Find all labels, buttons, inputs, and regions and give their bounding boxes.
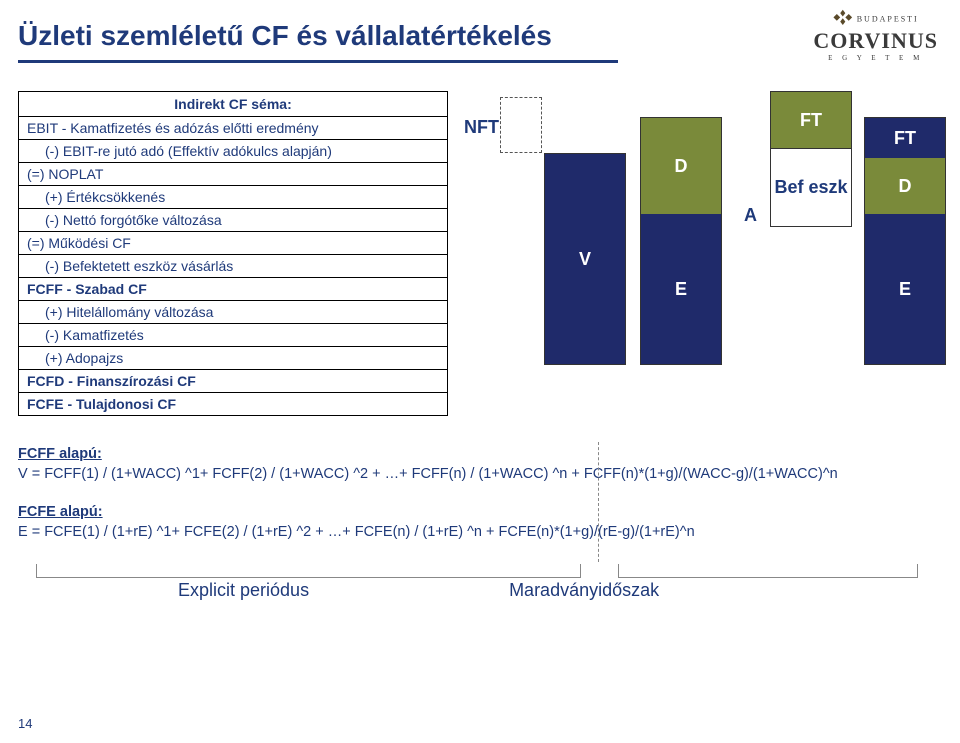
formulas: FCFF alapú: V = FCFF(1) / (1+WACC) ^1+ F…	[18, 446, 942, 601]
table-row: (+) Értékcsökkenés	[19, 186, 447, 209]
logo-top: BUDAPESTI	[857, 15, 919, 24]
page-title: Üzleti szemléletű CF és vállalatértékelé…	[18, 20, 618, 63]
fcfe-line: E = FCFE(1) / (1+rE) ^1+ FCFE(2) / (1+rE…	[18, 524, 942, 540]
fcff-title: FCFF alapú:	[18, 446, 942, 462]
divider-dash	[598, 442, 599, 562]
bracket-residual	[618, 564, 918, 578]
page-number: 14	[18, 716, 32, 731]
table-row: (+) Hitelállomány változása	[19, 301, 447, 324]
table-row: (-) EBIT-re jutó adó (Effektív adókulcs …	[19, 140, 447, 163]
table-row: (=) NOPLAT	[19, 163, 447, 186]
col-ftb: FTBef eszk	[770, 91, 852, 227]
slide: Üzleti szemléletű CF és vállalatértékelé…	[0, 0, 960, 743]
table-row: EBIT - Kamatfizetés és adózás előtti ere…	[19, 117, 447, 140]
diagram-segment: FT	[771, 92, 851, 148]
logo-name: CORVINUS	[813, 28, 938, 54]
table-row: (-) Kamatfizetés	[19, 324, 447, 347]
diagram: NFT V DE A FTBef eszk FT DE	[464, 91, 934, 411]
logo: BUDAPESTI CORVINUS E G Y E T E M	[813, 8, 938, 62]
bracket-explicit	[36, 564, 581, 578]
table-row: (-) Nettó forgótőke változása	[19, 209, 447, 232]
table-header: Indirekt CF séma:	[19, 92, 447, 117]
table-row: (-) Befektetett eszköz vásárlás	[19, 255, 447, 278]
diagram-segment: D	[641, 118, 721, 214]
cf-table: Indirekt CF séma: EBIT - Kamatfizetés és…	[18, 91, 448, 416]
logo-sub: E G Y E T E M	[813, 54, 938, 62]
diagram-segment: E	[865, 214, 945, 364]
table-row: FCFE - Tulajdonosi CF	[19, 393, 447, 415]
table-row: FCFF - Szabad CF	[19, 278, 447, 301]
diagram-segment: E	[641, 214, 721, 364]
crest-icon	[833, 8, 853, 28]
col-de: DE	[640, 117, 722, 365]
fcfe-title: FCFE alapú:	[18, 504, 942, 520]
table-row: FCFD - Finanszírozási CF	[19, 370, 447, 393]
period-labels: Explicit periódus Maradványidőszak	[18, 580, 942, 601]
fcff-line: V = FCFF(1) / (1+WACC) ^1+ FCFF(2) / (1+…	[18, 466, 942, 482]
explicit-label: Explicit periódus	[178, 580, 309, 601]
col-v: V	[544, 153, 626, 365]
diagram-segment: FT	[865, 118, 945, 158]
residual-label: Maradványidőszak	[509, 580, 659, 601]
table-row: (+) Adopajzs	[19, 347, 447, 370]
diagram-segment: Bef eszk	[771, 148, 851, 226]
a-label: A	[744, 205, 757, 226]
diagram-segment: D	[865, 158, 945, 214]
nft-box	[500, 97, 542, 153]
diagram-segment: V	[545, 154, 625, 364]
nft-label: NFT	[464, 117, 499, 138]
table-row: (=) Működési CF	[19, 232, 447, 255]
content-row: Indirekt CF séma: EBIT - Kamatfizetés és…	[18, 91, 942, 416]
col-ftde: FTDE	[864, 117, 946, 365]
